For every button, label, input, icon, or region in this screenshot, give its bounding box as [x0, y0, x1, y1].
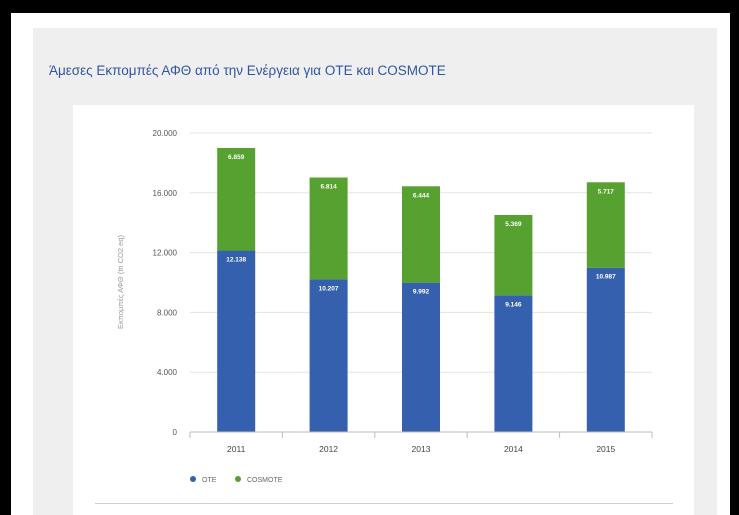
y-axis-label: Εκπομπές ΑΦΘ (tn CO2 eq) — [116, 235, 125, 329]
data-label: 9.992 — [413, 289, 430, 296]
panel-divider — [95, 503, 673, 504]
legend: ΟΤΕ COSMOTE — [190, 476, 283, 484]
data-label: 6.859 — [228, 154, 245, 161]
y-tick-label: 20.000 — [153, 129, 178, 138]
y-axis-ticks: 0 4.000 8.000 12.000 16.000 20.000 — [153, 129, 178, 437]
bar-ote-2015 — [586, 267, 625, 432]
bar-cosmote-2014 — [494, 215, 533, 296]
data-label: 6.444 — [413, 192, 430, 199]
bar-cosmote-2013 — [402, 186, 440, 283]
data-label: 12.138 — [226, 257, 246, 264]
data-label: 6.814 — [320, 184, 337, 191]
x-tick-label: 2012 — [319, 444, 338, 454]
x-tick-label: 2011 — [227, 444, 246, 454]
y-tick-label: 4.000 — [157, 368, 178, 377]
y-tick-label: 12.000 — [153, 249, 178, 258]
x-tick-label: 2013 — [412, 444, 431, 454]
data-label: 10.987 — [596, 274, 616, 281]
bar-ote-2013 — [402, 282, 440, 432]
data-label: 5.369 — [505, 221, 522, 228]
data-label: 10.207 — [319, 285, 339, 292]
legend-label[interactable]: COSMOTE — [247, 477, 283, 484]
data-label: 9.146 — [505, 301, 522, 308]
bar-ote-2012 — [309, 279, 348, 432]
y-tick-label: 16.000 — [153, 189, 178, 198]
x-tick-label: 2014 — [504, 444, 523, 454]
chart-title: Άμεσες Εκπομπές ΑΦΘ από την Ενέργεια για… — [49, 63, 446, 78]
y-tick-label: 0 — [173, 428, 178, 437]
bar-cosmote-2015 — [586, 182, 625, 268]
y-tick-label: 8.000 — [157, 308, 178, 317]
bar-cosmote-2011 — [217, 147, 256, 251]
data-label: 5.717 — [598, 188, 615, 195]
legend-marker-ote — [190, 476, 196, 482]
legend-marker-cosmote — [235, 476, 241, 482]
legend-label[interactable]: ΟΤΕ — [202, 477, 217, 484]
bars: 12.138 6.859 10.207 6.814 9.992 6.444 9.146 5.3… — [217, 147, 625, 432]
bar-ote-2014 — [494, 295, 533, 432]
bar-cosmote-2012 — [309, 177, 348, 280]
x-axis: 2011 2012 2013 2014 2015 — [189, 431, 653, 454]
x-tick-label: 2015 — [596, 444, 615, 454]
bar-ote-2011 — [217, 250, 256, 432]
